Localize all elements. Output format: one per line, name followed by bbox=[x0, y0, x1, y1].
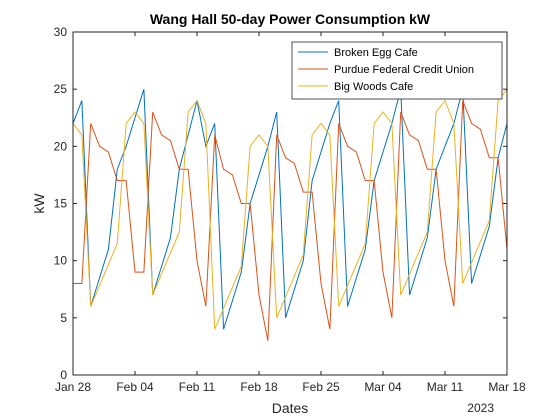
x-tick-label: Feb 18 bbox=[240, 380, 278, 394]
x-tick-label: Mar 11 bbox=[427, 380, 464, 394]
y-tick-label: 15 bbox=[54, 197, 68, 211]
y-tick-label: 0 bbox=[60, 368, 67, 382]
series-line-2 bbox=[73, 100, 508, 341]
y-tick-label: 5 bbox=[60, 311, 67, 325]
x-tick-label: Mar 04 bbox=[364, 380, 402, 394]
year-label: 2023 bbox=[467, 401, 494, 415]
series-line-3 bbox=[72, 88, 508, 330]
legend: Broken Egg Cafe Purdue Federal Credit Uni… bbox=[291, 41, 503, 100]
y-tick-label: 10 bbox=[54, 254, 68, 268]
x-tick-label: Feb 25 bbox=[302, 380, 340, 394]
series-layer bbox=[72, 88, 508, 341]
legend-label-1: Broken Egg Cafe bbox=[334, 47, 418, 59]
x-tick-label: Jan 28 bbox=[55, 380, 91, 394]
y-tick-label: 30 bbox=[54, 25, 68, 39]
y-axis-label: kW bbox=[31, 193, 47, 214]
x-axis-label: Dates bbox=[272, 400, 309, 416]
legend-label-3: Big Woods Cafe bbox=[334, 81, 413, 93]
axes-layer: Jan 28 Feb 04 Feb 11 Feb 18 Feb 25 Mar 04 Mar … bbox=[54, 25, 526, 394]
y-tick-label: 20 bbox=[54, 139, 68, 153]
y-tick-label: 25 bbox=[54, 82, 68, 96]
legend-label-2: Purdue Federal Credit Union bbox=[334, 64, 474, 76]
chart-title: Wang Hall 50-day Power Consumption kW bbox=[150, 11, 431, 27]
x-tick-label: Mar 18 bbox=[488, 380, 526, 394]
x-tick-label: Feb 11 bbox=[179, 380, 216, 394]
x-tick-label: Feb 04 bbox=[116, 380, 154, 394]
